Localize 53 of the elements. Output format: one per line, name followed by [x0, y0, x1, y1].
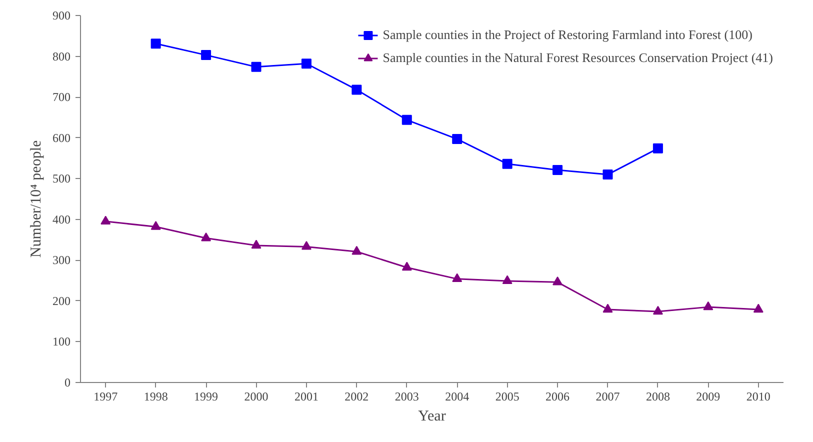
point	[552, 165, 563, 176]
point	[502, 158, 512, 169]
point	[652, 306, 663, 315]
legend-label: Sample counties in the Project of Restoring Farmland into Forest (100)	[382, 27, 752, 43]
y-tick-label: 700	[52, 90, 70, 104]
point	[150, 38, 161, 49]
point	[402, 262, 412, 271]
point	[452, 273, 462, 282]
x-tick-label: 2000	[244, 390, 268, 404]
point	[753, 304, 764, 313]
y-tick-label: 800	[52, 49, 70, 64]
x-tick-label: 1998	[144, 390, 168, 404]
point	[201, 232, 212, 242]
legend-label: Sample counties in the Natural Forest Resources Conservation Project (41)	[382, 50, 773, 66]
point	[402, 114, 412, 125]
point	[352, 84, 362, 95]
x-tick-label: 2004	[445, 390, 470, 404]
point	[301, 58, 312, 69]
point	[150, 221, 161, 230]
point	[652, 143, 663, 154]
x-tick-label: 1997	[94, 390, 118, 404]
point	[602, 304, 613, 313]
x-tick-label: 2003	[394, 390, 419, 404]
x-tick-label: 2006	[546, 390, 570, 404]
x-tick-label: 2001	[294, 390, 318, 404]
point	[602, 170, 613, 180]
x-tick-label: 2005	[495, 390, 520, 404]
y-tick-label: 200	[52, 294, 70, 308]
x-tick-label: 2008	[646, 390, 670, 404]
y-tick-label: 500	[52, 172, 70, 186]
y-tick-label: 400	[52, 212, 70, 226]
y-axis-title: Number/10⁴ people	[28, 140, 44, 258]
y-tick-label: 0	[64, 376, 70, 390]
x-tick-label: 2010	[746, 390, 770, 404]
point	[201, 50, 212, 60]
point	[552, 276, 563, 286]
y-tick-label: 900	[52, 8, 70, 22]
point	[502, 275, 512, 284]
point	[251, 240, 262, 249]
y-tick-label: 300	[52, 253, 70, 268]
point	[452, 134, 462, 144]
point	[703, 301, 714, 310]
x-tick-label: 2009	[696, 390, 720, 404]
y-tick-label: 100	[52, 334, 70, 349]
point	[352, 246, 362, 255]
x-tick-label: 2007	[596, 390, 620, 404]
point	[100, 216, 111, 225]
y-tick-label: 600	[52, 130, 70, 145]
x-axis-title: Year	[418, 408, 446, 424]
x-tick-label: 1999	[194, 390, 218, 404]
point	[251, 62, 262, 72]
point	[301, 241, 312, 250]
x-tick-label: 2002	[344, 390, 369, 404]
